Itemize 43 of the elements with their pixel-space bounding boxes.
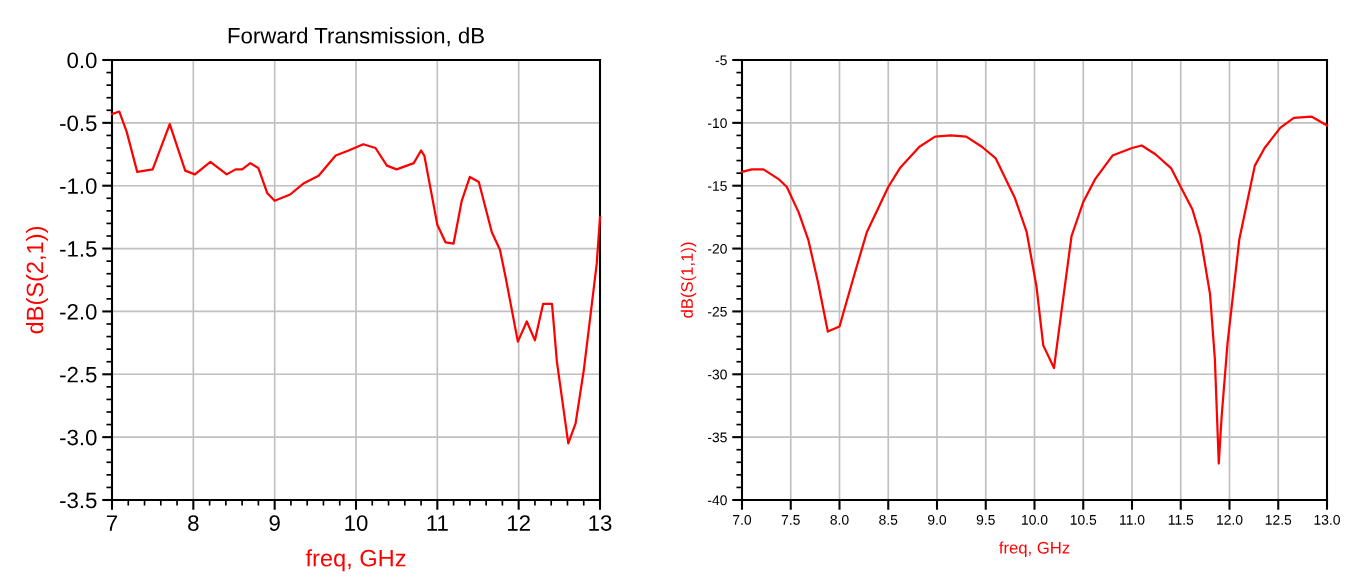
- x-tick-label: 7: [106, 515, 118, 531]
- y-tick-label: -1.5: [60, 241, 97, 257]
- x-tick-label: 7.5: [781, 515, 800, 525]
- y-tick-label: -10: [707, 118, 727, 129]
- y-tick-label: -3.5: [60, 492, 97, 509]
- x-tick-label: 8.5: [879, 514, 898, 525]
- y-tick-label: -15: [707, 181, 727, 191]
- y-tick-label: -30: [707, 369, 727, 380]
- x-tick-label: 11.0: [1120, 514, 1145, 525]
- line-series: [110, 110, 602, 445]
- x-tick-label: 10: [345, 515, 368, 531]
- y-axis-title: dB(S(2,1)): [26, 227, 49, 334]
- x-tick-label: 9.5: [976, 514, 995, 525]
- line-series: [740, 115, 1329, 465]
- x-tick-label: 13.0: [1314, 514, 1340, 525]
- x-tick-label: 7.0: [733, 514, 752, 525]
- y-tick-label: -1.0: [60, 178, 97, 194]
- y-axis-title: dB(S(1,1)): [680, 242, 697, 318]
- chart-title: Forward Transmission, dB: [228, 27, 484, 47]
- y-tick-label: -5: [715, 55, 727, 66]
- y-tick-label: -0.5: [60, 115, 97, 132]
- x-tick-label: 10.5: [1070, 514, 1097, 525]
- x-tick-label: 11: [427, 515, 448, 531]
- y-tick-label: -2.5: [60, 366, 97, 383]
- x-axis-title: freq, GHz: [305, 549, 406, 572]
- x-axis-title: freq, GHz: [999, 541, 1070, 557]
- x-tick-label: 13: [589, 515, 612, 531]
- y-tick-label: -2.0: [60, 303, 97, 320]
- x-tick-label: 10.0: [1022, 514, 1048, 525]
- y-tick-label: -25: [707, 306, 727, 317]
- y-tick-label: -3.0: [60, 429, 97, 446]
- x-tick-label: 12.0: [1217, 514, 1243, 525]
- x-tick-label: 9.0: [928, 514, 947, 525]
- x-tick-label: 12: [508, 515, 530, 531]
- x-tick-label: 11.5: [1168, 515, 1194, 525]
- x-tick-label: 9: [269, 515, 280, 531]
- y-tick-label: -35: [707, 432, 727, 443]
- x-tick-label: 8: [188, 515, 199, 531]
- y-tick-label: 0.0: [67, 52, 97, 69]
- x-tick-label: 8.0: [830, 514, 849, 525]
- y-tick-label: -20: [707, 243, 727, 254]
- y-tick-label: -40: [707, 495, 727, 506]
- x-tick-label: 12.5: [1265, 514, 1292, 525]
